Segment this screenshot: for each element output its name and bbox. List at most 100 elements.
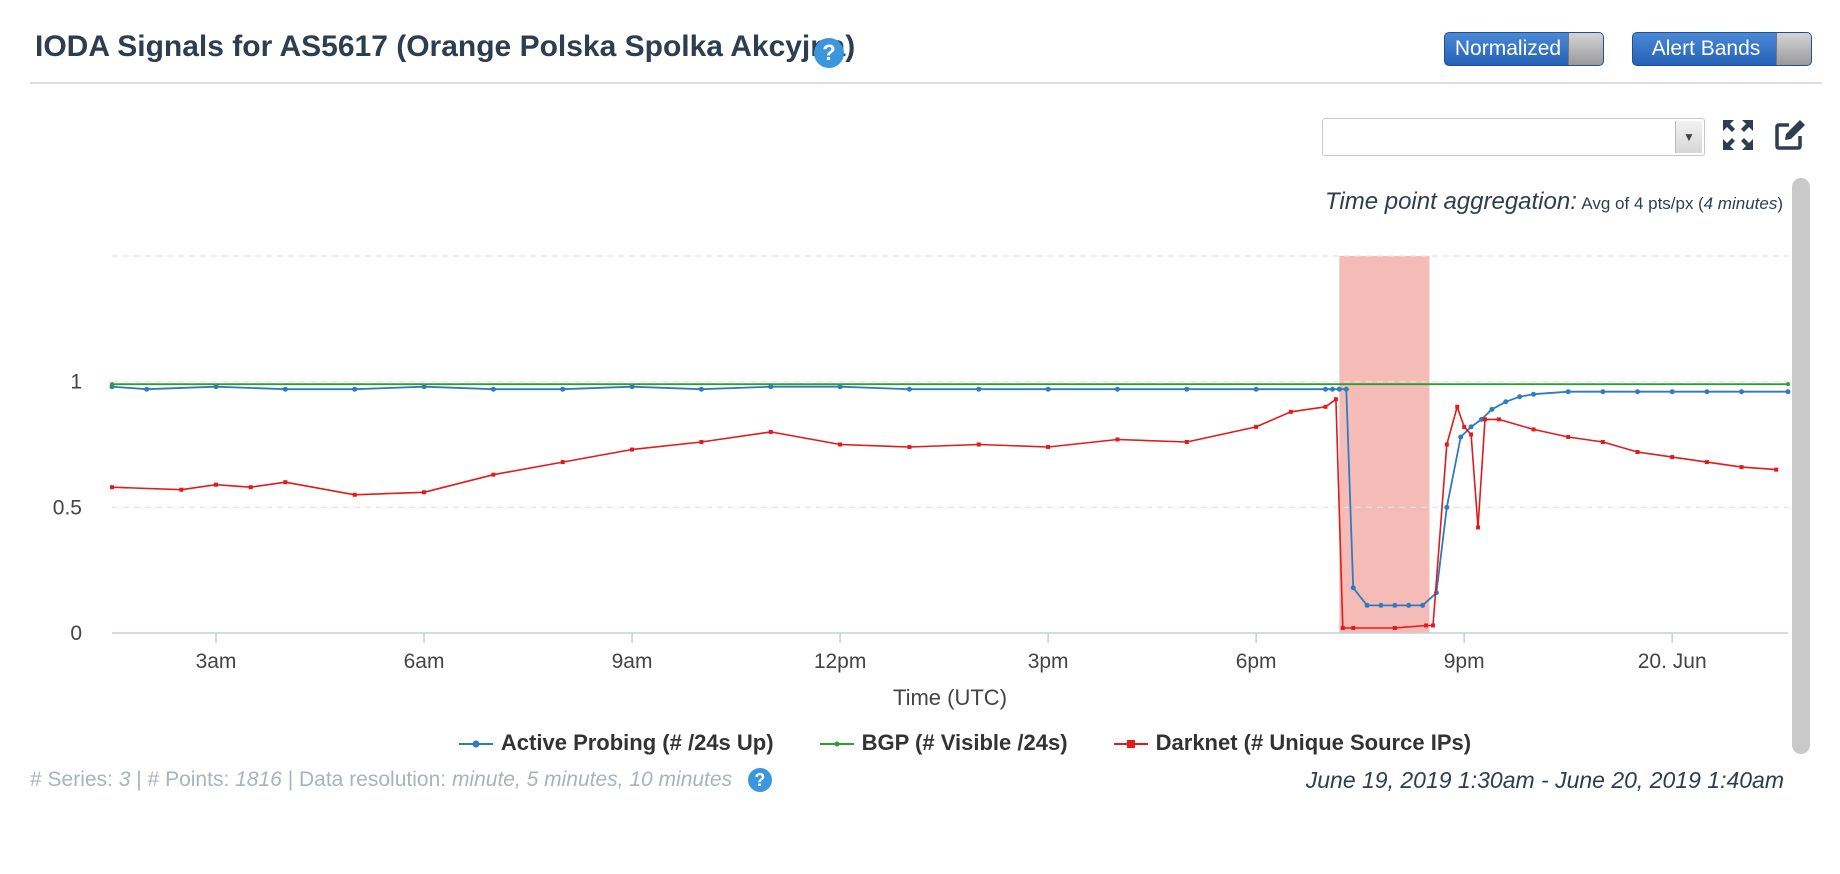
data-point — [1350, 585, 1356, 591]
data-point — [1424, 623, 1429, 628]
series-count-label: # Series: — [30, 768, 113, 791]
data-point — [1336, 386, 1342, 392]
date-range: June 19, 2019 1:30am - June 20, 2019 1:4… — [1305, 767, 1784, 793]
data-point — [248, 485, 253, 490]
data-point — [837, 384, 843, 390]
data-point — [1392, 602, 1398, 608]
data-point — [768, 384, 774, 390]
data-point — [768, 429, 773, 434]
legend-label: Active Probing (# /24s Up) — [500, 730, 774, 755]
y-tick-label: 0.5 — [53, 496, 82, 519]
aggregation-label: Time point aggregation: — [1324, 188, 1577, 215]
legend-label: Darknet (# Unique Source IPs) — [1155, 730, 1472, 755]
chart-legend: Active Probing (# /24s Up) BGP (# Visibl… — [0, 730, 1840, 756]
header-divider — [30, 82, 1822, 84]
data-point — [213, 384, 219, 390]
edit-icon[interactable] — [1773, 118, 1807, 152]
series-select[interactable]: ▼ — [1322, 118, 1705, 156]
chevron-down-icon[interactable]: ▼ — [1675, 121, 1702, 153]
data-point — [352, 386, 358, 392]
data-point — [352, 492, 357, 497]
legend-darknet[interactable]: Darknet (# Unique Source IPs) — [1113, 730, 1472, 756]
x-tick-label: 12pm — [814, 650, 867, 673]
data-point — [560, 386, 566, 392]
data-point — [1458, 434, 1464, 440]
data-point — [1046, 445, 1051, 450]
help-icon[interactable]: ? — [814, 38, 844, 68]
data-point — [976, 442, 981, 447]
legend-active-probing[interactable]: Active Probing (# /24s Up) — [458, 730, 774, 756]
normalized-toggle-label: Normalized — [1454, 37, 1562, 60]
data-point — [1600, 439, 1605, 444]
data-point — [144, 386, 150, 392]
legend-bgp[interactable]: BGP (# Visible /24s) — [819, 730, 1068, 756]
data-point — [1455, 404, 1460, 409]
data-point — [1333, 397, 1338, 402]
aggregation-paren-open: ( — [1697, 194, 1704, 213]
data-point — [1114, 386, 1120, 392]
data-point — [1469, 432, 1474, 437]
help-icon[interactable]: ? — [747, 768, 772, 793]
normalized-toggle[interactable]: Normalized — [1444, 32, 1604, 66]
data-point — [1329, 386, 1335, 392]
x-tick-label: 20. Jun — [1638, 650, 1707, 673]
data-point — [1503, 399, 1509, 405]
aggregation-minutes: 4 minutes — [1703, 194, 1778, 213]
data-point — [838, 442, 843, 447]
data-point — [1364, 602, 1370, 608]
data-point — [421, 384, 427, 390]
x-tick-label: 9pm — [1444, 650, 1485, 673]
series-darknet — [111, 398, 1777, 629]
legend-marker-active-probing — [458, 740, 493, 748]
separator: | — [136, 768, 142, 791]
data-point — [1340, 625, 1345, 630]
vertical-scrollbar[interactable] — [1792, 178, 1810, 754]
data-point — [1430, 623, 1435, 628]
data-point — [1322, 386, 1328, 392]
data-point — [1115, 437, 1120, 442]
fullscreen-icon[interactable] — [1721, 118, 1755, 152]
legend-label: BGP (# Visible /24s) — [861, 730, 1068, 755]
data-point — [1253, 386, 1259, 392]
data-point — [110, 485, 114, 490]
aggregation-paren-close: ) — [1777, 194, 1783, 213]
data-point — [560, 460, 565, 465]
data-point — [1774, 467, 1779, 472]
data-point — [906, 386, 912, 392]
data-point — [1392, 625, 1397, 630]
data-point — [1496, 417, 1501, 422]
data-point — [1566, 434, 1571, 439]
aggregation-info: Time point aggregation: Avg of 4 pts/px … — [1325, 188, 1783, 216]
alert-bands-toggle[interactable]: Alert Bands — [1632, 32, 1812, 66]
alert-band — [1339, 256, 1430, 633]
data-point — [1444, 504, 1450, 510]
data-point — [698, 386, 704, 392]
data-point — [1343, 386, 1349, 392]
legend-marker-darknet — [1113, 740, 1148, 749]
data-point — [422, 490, 427, 495]
data-point — [1184, 386, 1190, 392]
data-point — [1351, 625, 1356, 630]
data-point — [1420, 602, 1426, 608]
data-point — [1635, 450, 1640, 455]
data-point — [1704, 460, 1709, 465]
y-tick-label: 1 — [70, 371, 82, 394]
data-point — [1444, 442, 1449, 447]
data-point — [699, 439, 704, 444]
data-point — [1045, 386, 1051, 392]
data-point — [1517, 394, 1523, 400]
data-point — [1184, 439, 1189, 444]
data-point — [1786, 382, 1790, 387]
alert-bands-toggle-label: Alert Bands — [1651, 37, 1761, 60]
x-tick-label: 3am — [196, 650, 237, 673]
data-point — [1468, 424, 1474, 430]
data-point — [491, 472, 496, 477]
x-axis-label: Time (UTC) — [893, 685, 1007, 710]
data-point — [1600, 389, 1606, 395]
points-count-label: # Points: — [147, 768, 230, 791]
data-point — [1254, 424, 1259, 429]
data-point — [1669, 389, 1675, 395]
data-point — [1785, 389, 1791, 395]
data-point — [1739, 389, 1745, 395]
separator: | — [287, 768, 294, 791]
